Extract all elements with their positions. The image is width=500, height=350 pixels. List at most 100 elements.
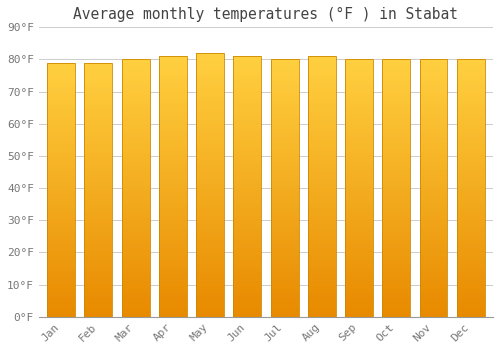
Bar (457, 207, 484, 211)
Bar (345, 301, 373, 304)
Bar (84, 196, 112, 199)
Bar (308, 95, 336, 99)
Bar (196, 284, 224, 287)
Bar (457, 169, 484, 172)
Bar (47, 199, 75, 202)
Bar (457, 178, 484, 182)
Bar (196, 132, 224, 135)
Bar (457, 149, 484, 153)
Bar (47, 85, 75, 88)
Bar (345, 223, 373, 227)
Bar (345, 227, 373, 230)
Bar (270, 310, 298, 314)
Bar (345, 146, 373, 149)
Bar (196, 76, 224, 79)
Bar (457, 285, 484, 288)
Bar (122, 153, 150, 156)
Bar (382, 278, 410, 281)
Bar (345, 79, 373, 82)
Bar (457, 304, 484, 307)
Bar (234, 131, 262, 134)
Bar (345, 307, 373, 310)
Bar (47, 180, 75, 183)
Bar (159, 190, 187, 193)
Bar (84, 260, 112, 263)
Bar (84, 218, 112, 222)
Bar (345, 239, 373, 243)
Bar (382, 133, 410, 136)
Bar (159, 180, 187, 183)
Bar (122, 281, 150, 285)
Bar (420, 166, 448, 169)
Bar (234, 108, 262, 112)
Bar (270, 169, 298, 172)
Bar (196, 257, 224, 261)
Bar (47, 304, 75, 307)
Bar (159, 297, 187, 301)
Bar (420, 136, 448, 140)
Bar (159, 216, 187, 219)
Bar (84, 222, 112, 225)
Bar (345, 175, 373, 178)
Bar (196, 178, 224, 182)
Bar (122, 101, 150, 105)
Bar (122, 185, 150, 188)
Bar (159, 177, 187, 180)
Bar (196, 307, 224, 310)
Bar (420, 140, 448, 143)
Bar (196, 159, 224, 162)
Bar (234, 56, 262, 317)
Bar (84, 145, 112, 148)
Bar (234, 98, 262, 102)
Bar (270, 191, 298, 195)
Bar (308, 252, 336, 255)
Bar (47, 205, 75, 209)
Bar (234, 138, 262, 141)
Bar (382, 207, 410, 211)
Bar (234, 167, 262, 170)
Bar (382, 114, 410, 117)
Bar (270, 130, 298, 133)
Bar (308, 66, 336, 69)
Bar (159, 134, 187, 138)
Bar (84, 177, 112, 180)
Bar (308, 193, 336, 196)
Bar (234, 66, 262, 69)
Bar (308, 112, 336, 115)
Bar (47, 170, 75, 174)
Bar (420, 60, 448, 317)
Bar (84, 209, 112, 212)
Bar (84, 285, 112, 288)
Bar (196, 152, 224, 155)
Bar (382, 201, 410, 204)
Bar (196, 274, 224, 277)
Bar (234, 112, 262, 115)
Bar (308, 209, 336, 212)
Bar (382, 243, 410, 246)
Bar (345, 314, 373, 317)
Bar (420, 175, 448, 178)
Bar (420, 246, 448, 249)
Bar (382, 85, 410, 89)
Bar (196, 126, 224, 129)
Bar (270, 214, 298, 217)
Bar (196, 96, 224, 99)
Bar (457, 246, 484, 249)
Bar (196, 83, 224, 86)
Bar (345, 101, 373, 105)
Bar (196, 106, 224, 109)
Bar (47, 158, 75, 161)
Bar (457, 136, 484, 140)
Bar (196, 201, 224, 205)
Bar (47, 72, 75, 75)
Bar (420, 314, 448, 317)
Bar (47, 183, 75, 187)
Bar (122, 233, 150, 236)
Bar (270, 108, 298, 111)
Bar (420, 79, 448, 82)
Bar (159, 98, 187, 102)
Bar (457, 262, 484, 265)
Bar (84, 158, 112, 161)
Bar (47, 196, 75, 199)
Bar (382, 88, 410, 92)
